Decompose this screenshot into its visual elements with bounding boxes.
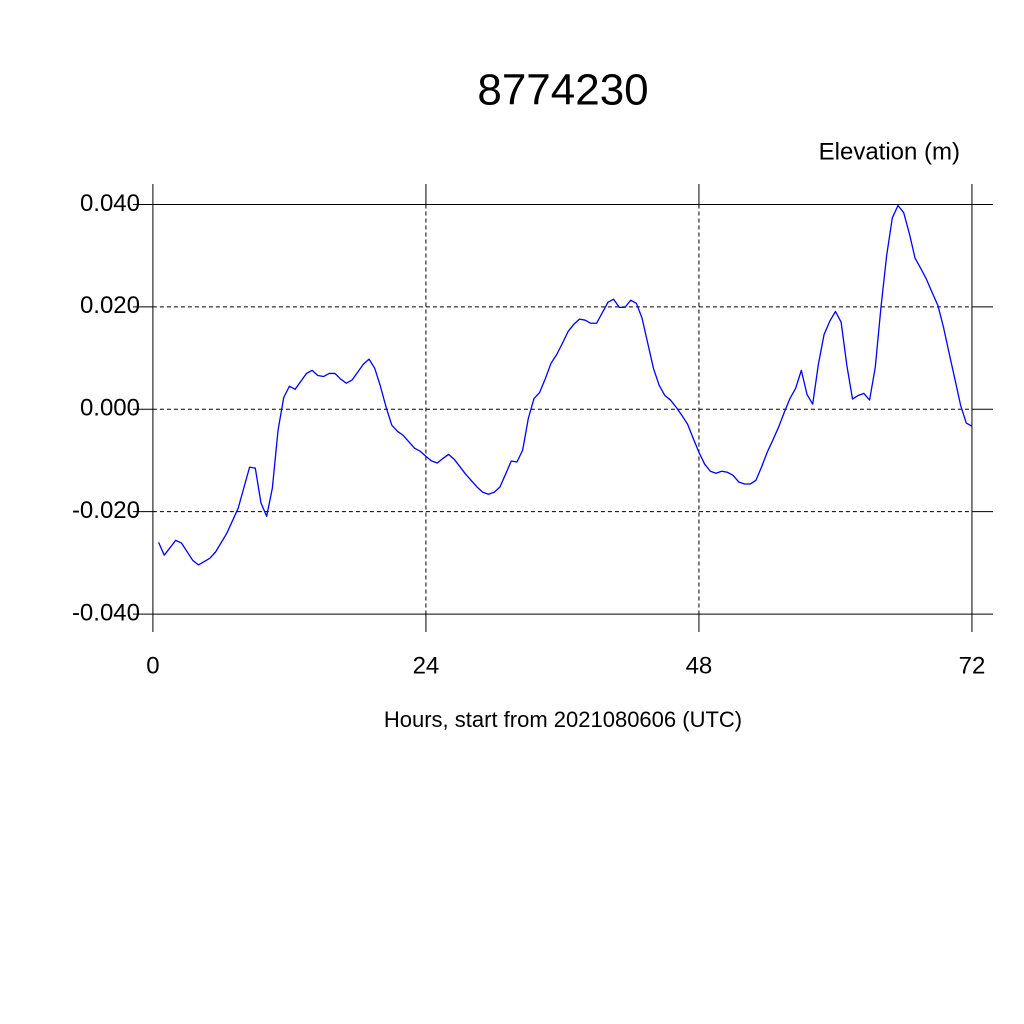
y-tick-label: 0.040 bbox=[80, 190, 140, 217]
x-tick-label: 0 bbox=[146, 652, 159, 679]
y-tick-label: -0.020 bbox=[72, 497, 140, 524]
y-tick-label: -0.040 bbox=[72, 599, 140, 626]
y-tick-label: 0.020 bbox=[80, 292, 140, 319]
x-tick-label: 72 bbox=[959, 652, 986, 679]
chart-title: 8774230 bbox=[477, 66, 648, 115]
x-axis-label: Hours, start from 2021080606 (UTC) bbox=[384, 707, 742, 732]
x-tick-label: 24 bbox=[413, 652, 440, 679]
x-tick-label: 48 bbox=[686, 652, 713, 679]
data-line bbox=[158, 204, 973, 566]
y-axis-label: Elevation (m) bbox=[819, 138, 960, 165]
y-tick-label: 0.000 bbox=[80, 395, 140, 422]
